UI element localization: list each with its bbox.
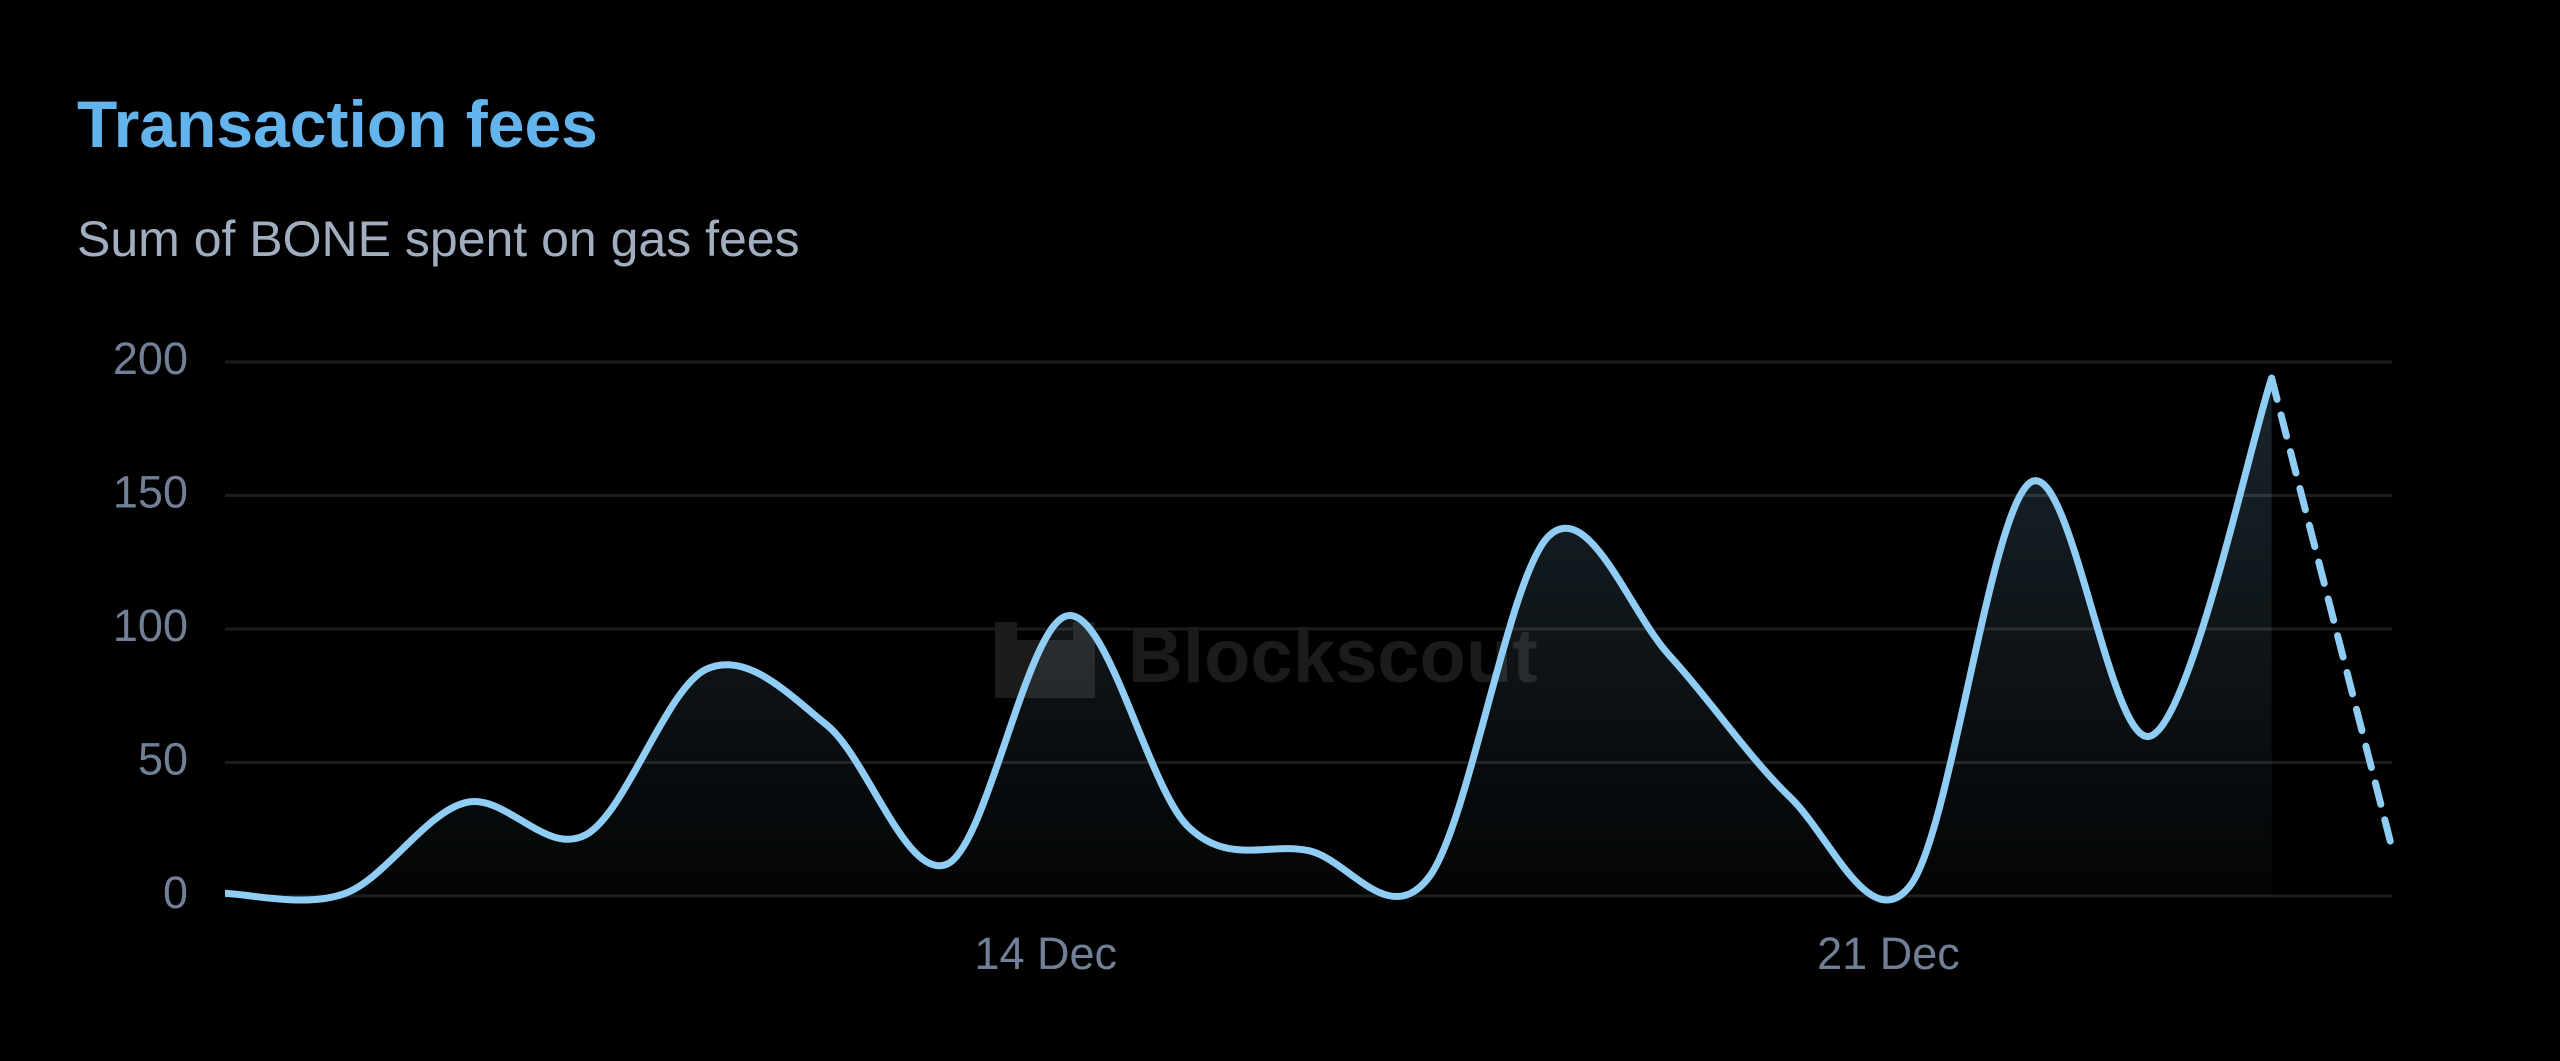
y-tick-label: 100 [113,600,188,651]
y-tick-label: 50 [138,733,188,784]
chart-subtitle: Sum of BONE spent on gas fees [77,211,800,267]
line [224,376,2275,904]
incomplete-segment [2268,374,2396,852]
watermark-icon [995,622,1017,698]
y-tick-label: 0 [163,867,188,918]
x-tick-label: 14 Dec [974,928,1117,979]
y-tick-label: 200 [113,333,188,384]
chart-title: Transaction fees [77,87,598,161]
y-tick-label: 150 [113,466,188,517]
x-tick-label: 21 Dec [1817,928,1960,979]
watermark-text: Blockscout [1128,614,1538,699]
